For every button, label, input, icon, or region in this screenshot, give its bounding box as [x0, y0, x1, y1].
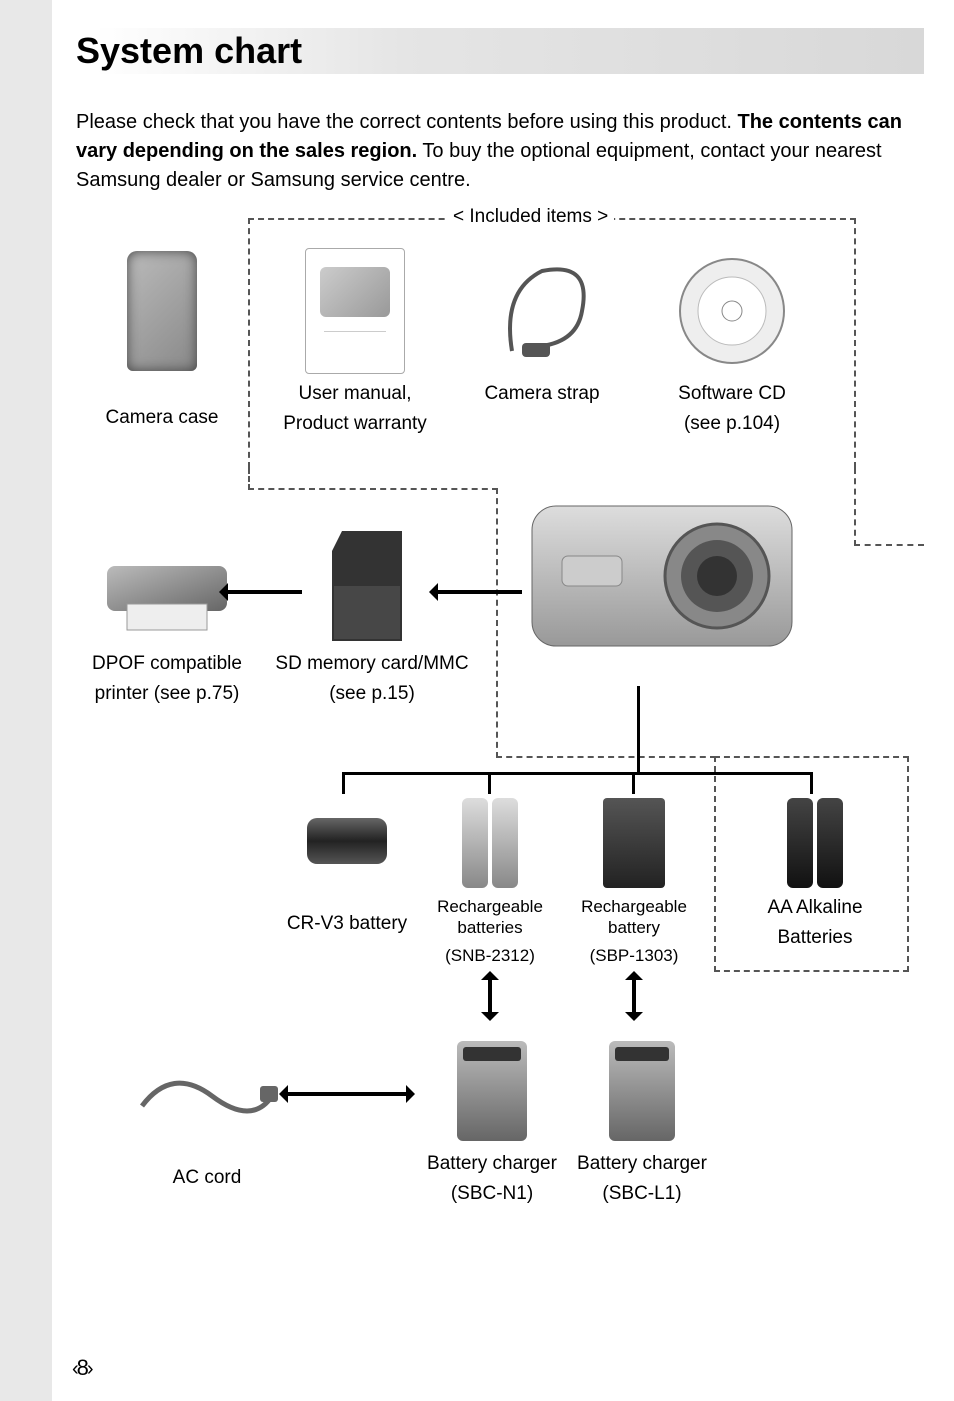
- item-aa: AA Alkaline Batteries: [740, 796, 890, 950]
- included-dash-aa-right: [907, 756, 909, 972]
- arrow-ac-left-head: [270, 1085, 288, 1103]
- label-charger-n1-l1: Battery charger: [422, 1152, 562, 1176]
- item-ac-cord: AC cord: [112, 1056, 302, 1190]
- label-aa-l1: AA Alkaline: [740, 896, 890, 920]
- included-dash-left-down: [248, 468, 250, 490]
- included-dash-aa-bottom: [714, 970, 909, 972]
- included-dash-aa-left: [714, 756, 716, 972]
- included-dash-right-ext: [854, 544, 924, 546]
- camera-icon: [522, 476, 802, 666]
- included-dash-aa-top: [714, 756, 909, 758]
- item-charger-l1: Battery charger (SBC-L1): [572, 1036, 712, 1206]
- conn-bus-crv3: [342, 772, 345, 794]
- conn-bus-aa: [810, 772, 813, 794]
- left-margin-strip: [0, 0, 52, 1401]
- ac-cord-icon: [132, 1056, 282, 1136]
- strap-icon: [482, 251, 602, 371]
- label-sbp-l1: Rechargeable battery: [564, 896, 704, 939]
- cd-icon: [672, 251, 792, 371]
- arrow-sd-to-printer: [222, 590, 302, 594]
- item-software-cd: Software CD (see p.104): [642, 246, 822, 436]
- system-chart-diagram: < Included items > Camera case User manu…: [52, 196, 932, 1266]
- item-snb: Rechargeable batteries (SNB-2312): [420, 796, 560, 966]
- item-user-manual: User manual, Product warranty: [270, 246, 440, 436]
- included-dash-mid-down: [496, 488, 498, 758]
- label-ac-cord: AC cord: [112, 1166, 302, 1190]
- item-sbp: Rechargeable battery (SBP-1303): [564, 796, 704, 966]
- label-crv3: CR-V3 battery: [277, 912, 417, 936]
- arrow-camera-to-sd: [432, 590, 522, 594]
- label-charger-l1-l2: (SBC-L1): [572, 1182, 712, 1206]
- item-camera-strap: Camera strap: [462, 246, 622, 406]
- included-dash-left-bottom: [248, 488, 498, 490]
- included-items-label: < Included items >: [447, 206, 614, 228]
- label-camera-case: Camera case: [82, 406, 242, 430]
- label-sd-l2: (see p.15): [272, 682, 472, 706]
- page-number: 8: [72, 1355, 94, 1381]
- item-charger-n1: Battery charger (SBC-N1): [422, 1036, 562, 1206]
- title-bar: System chart: [52, 28, 924, 74]
- label-software-cd-l2: (see p.104): [642, 412, 822, 436]
- included-dash-right-down: [854, 468, 856, 546]
- label-charger-n1-l2: (SBC-N1): [422, 1182, 562, 1206]
- label-snb-l1: Rechargeable batteries: [420, 896, 560, 939]
- sd-card-icon: [322, 526, 422, 646]
- label-printer-l2: printer (see p.75): [72, 682, 262, 706]
- label-aa-l2: Batteries: [740, 926, 890, 950]
- conn-bus-snb: [488, 772, 491, 794]
- item-printer: DPOF compatible printer (see p.75): [72, 536, 262, 706]
- label-camera-strap: Camera strap: [462, 382, 622, 406]
- conn-camera-down: [637, 686, 640, 772]
- arrow-snb-charger: [488, 974, 492, 1018]
- conn-battery-bus: [342, 772, 812, 775]
- label-user-manual-l1: User manual,: [270, 382, 440, 406]
- arrow-sbp-charger: [632, 974, 636, 1018]
- item-camera: [512, 476, 812, 666]
- page-title: System chart: [76, 30, 302, 72]
- intro-paragraph: Please check that you have the correct c…: [76, 108, 904, 195]
- intro-prefix: Please check that you have the correct c…: [76, 111, 738, 133]
- item-camera-case: Camera case: [82, 246, 242, 430]
- label-software-cd-l1: Software CD: [642, 382, 822, 406]
- included-dash-bottom: [496, 756, 716, 758]
- arrow-ac-to-charger: [282, 1092, 412, 1096]
- item-sd-card: SD memory card/MMC (see p.15): [272, 526, 472, 706]
- label-charger-l1-l1: Battery charger: [572, 1152, 712, 1176]
- label-user-manual-l2: Product warranty: [270, 412, 440, 436]
- conn-bus-sbp: [632, 772, 635, 794]
- label-sd-l1: SD memory card/MMC: [272, 652, 472, 676]
- label-printer-l1: DPOF compatible: [72, 652, 262, 676]
- item-crv3: CR-V3 battery: [277, 796, 417, 936]
